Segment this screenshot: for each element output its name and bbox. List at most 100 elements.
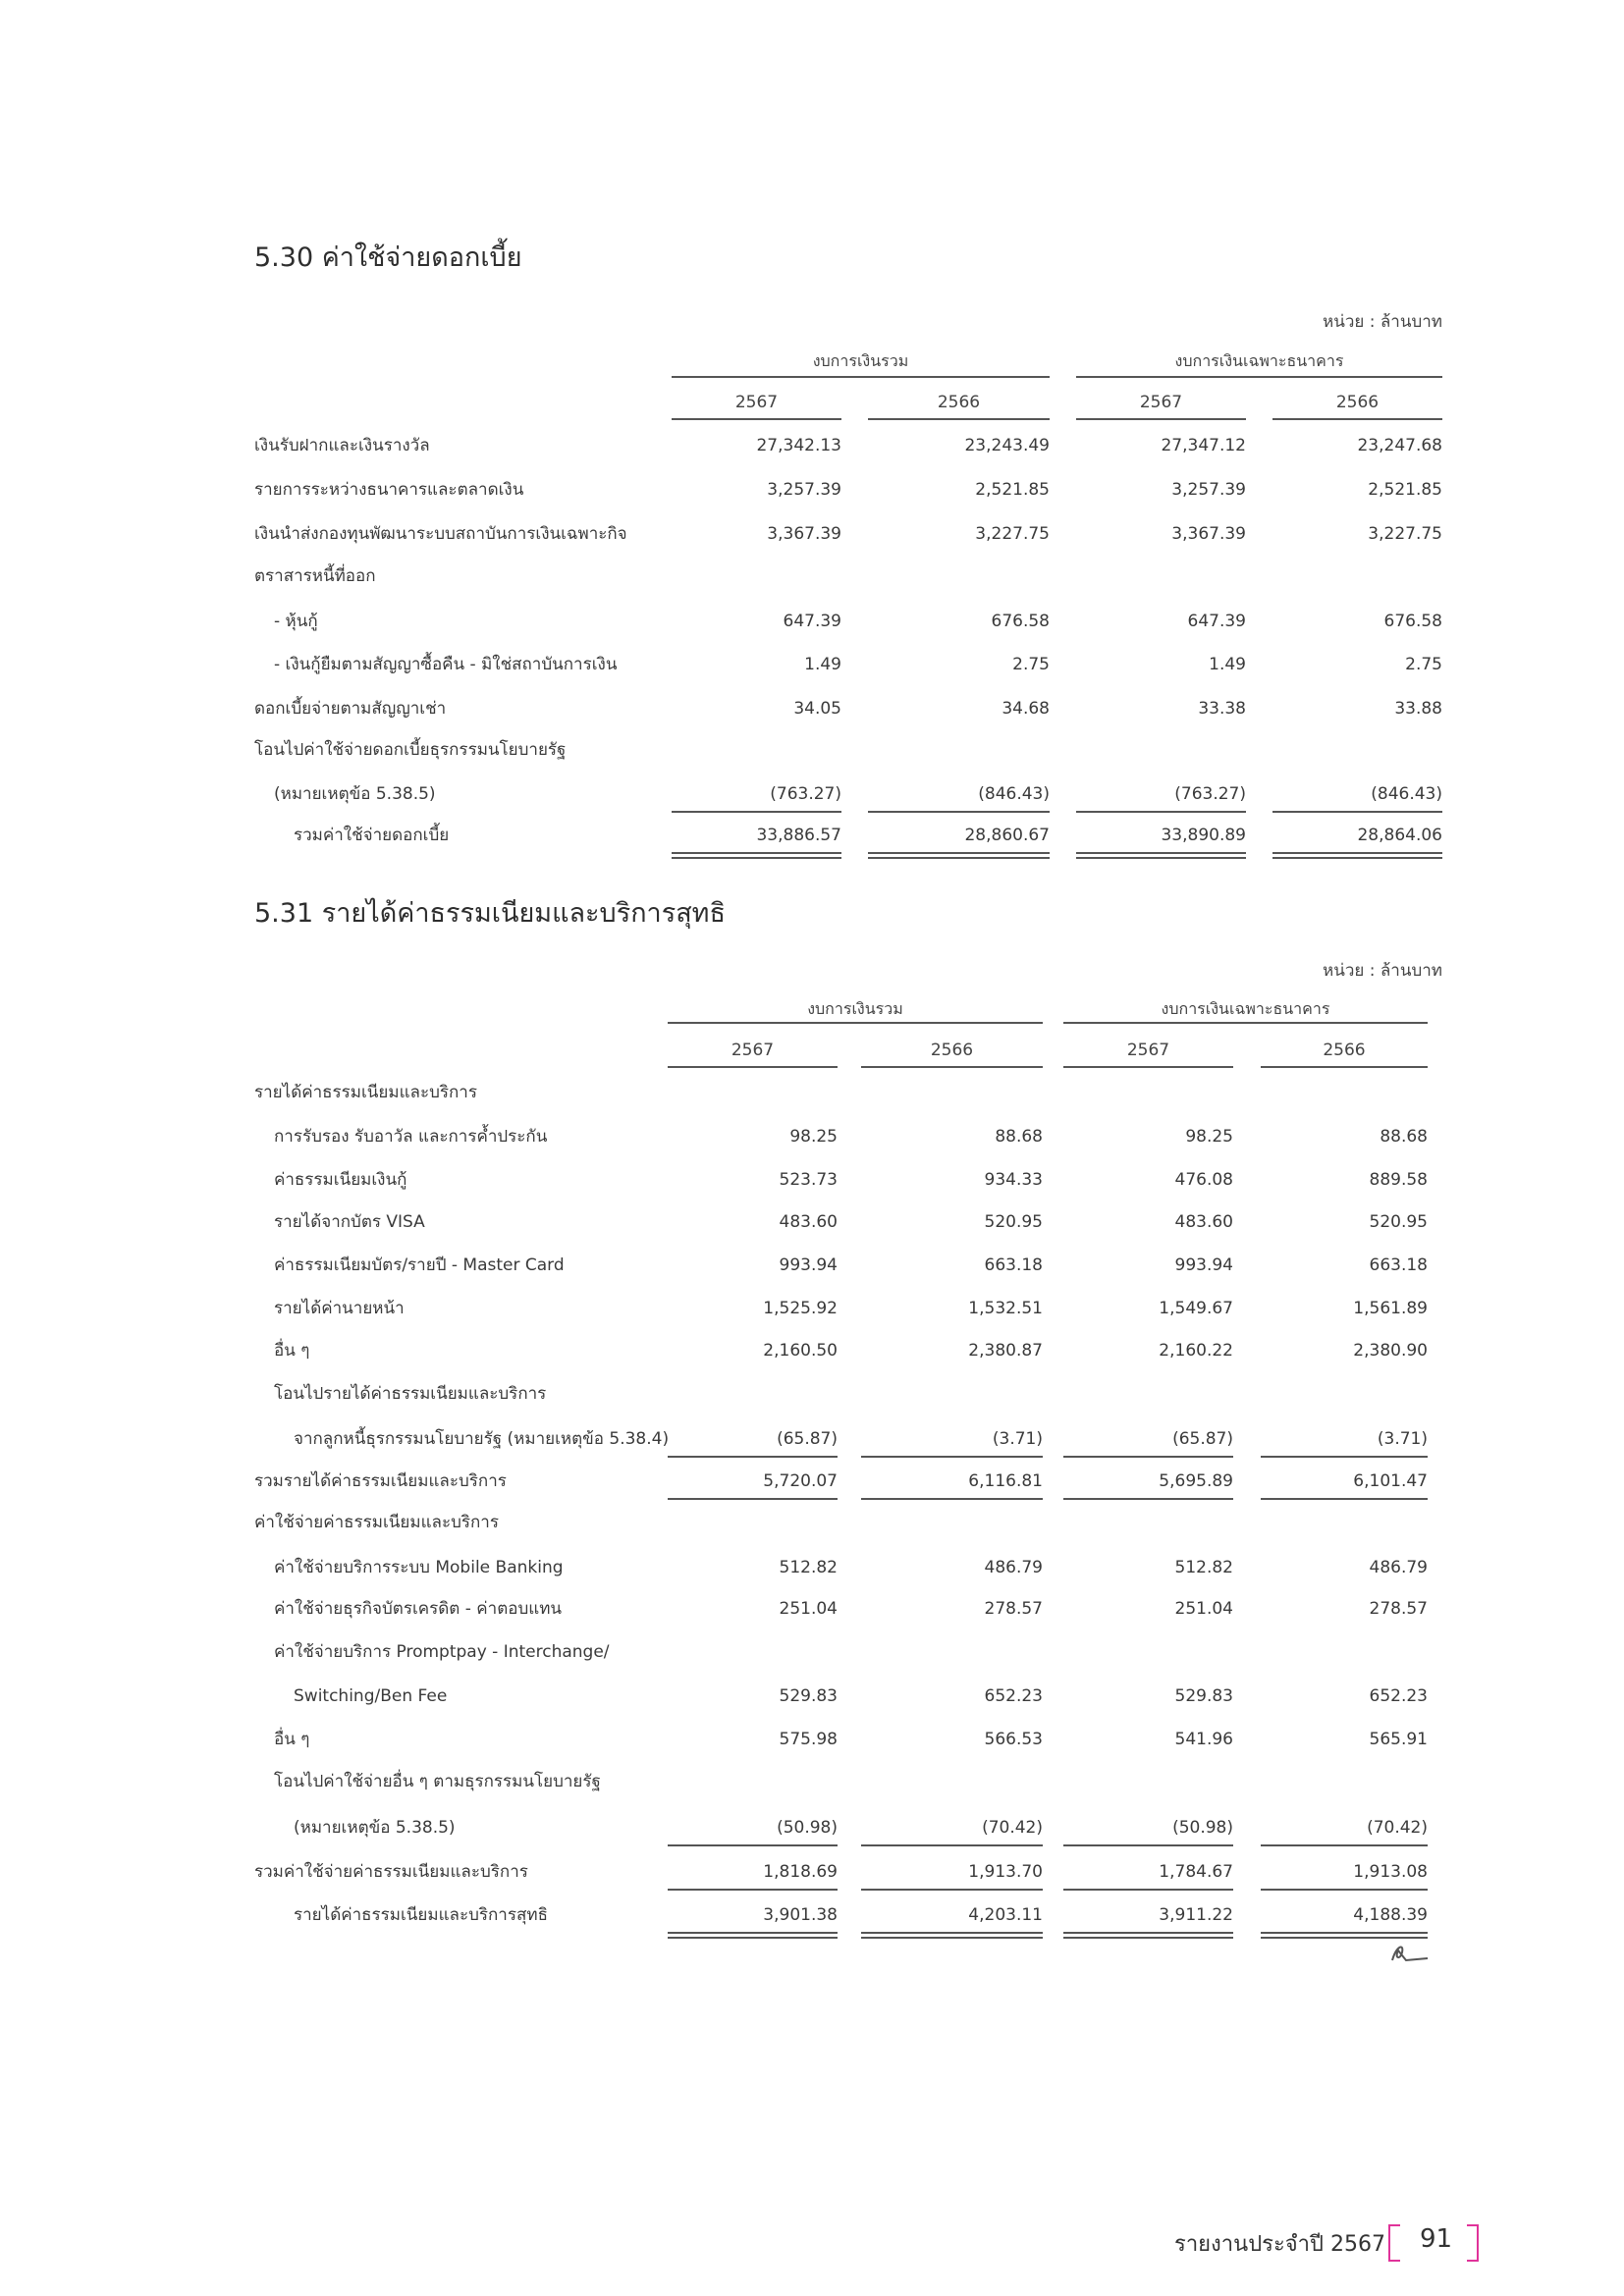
subtotal-rule xyxy=(1063,1889,1233,1891)
row-label: เงินรับฝากและเงินรางวัล xyxy=(254,436,430,455)
row-label: รวมค่าใช้จ่ายดอกเบี้ย xyxy=(294,826,450,845)
page-number: 91 xyxy=(1420,2224,1453,2254)
year-header: 2566 xyxy=(1335,393,1380,412)
row-value: 33,890.89 xyxy=(1161,826,1246,845)
left-bracket-decoration xyxy=(1388,2224,1400,2262)
group-header-rule xyxy=(1076,376,1442,378)
row-value: 278.57 xyxy=(1369,1599,1428,1619)
row-label: จากลูกหนี้ธุรกรรมนโยบายรัฐ (หมายเหตุข้อ … xyxy=(294,1429,670,1449)
row-value: 652.23 xyxy=(1369,1686,1428,1706)
year-header: 2567 xyxy=(734,393,779,412)
section-title: 5.31 รายได้ค่าธรรมเนียมและบริการสุทธิ xyxy=(254,898,726,929)
year-header: 2566 xyxy=(930,1041,974,1060)
row-label: การรับรอง รับอาวัล และการค้ำประกัน xyxy=(274,1127,548,1147)
row-value: 2,380.87 xyxy=(968,1341,1043,1361)
row-label: โอนไปรายได้ค่าธรรมเนียมและบริการ xyxy=(274,1384,547,1404)
total-double-rule xyxy=(1063,1932,1233,1939)
total-double-rule xyxy=(1261,1932,1428,1939)
row-label: ค่าใช้จ่ายบริการ Promptpay - Interchange… xyxy=(274,1642,610,1662)
row-value: 3,257.39 xyxy=(767,480,841,500)
row-value: 934.33 xyxy=(984,1170,1043,1190)
row-value: 3,257.39 xyxy=(1171,480,1246,500)
year-header-rule xyxy=(1076,418,1246,420)
row-value: 647.39 xyxy=(783,612,841,631)
subtotal-rule xyxy=(1261,1456,1428,1458)
year-header-rule xyxy=(1063,1066,1233,1068)
right-bracket-decoration xyxy=(1467,2224,1479,2262)
row-value: 34.05 xyxy=(793,699,841,719)
row-value: 1,784.67 xyxy=(1159,1862,1233,1882)
year-header: 2567 xyxy=(1139,393,1183,412)
row-value: 3,911.22 xyxy=(1159,1905,1233,1925)
subtotal-rule xyxy=(868,811,1050,813)
year-header-rule xyxy=(672,418,841,420)
row-value: 520.95 xyxy=(1369,1212,1428,1232)
subtotal-rule xyxy=(861,1498,1043,1500)
total-double-rule xyxy=(861,1932,1043,1939)
row-value: (50.98) xyxy=(777,1818,838,1838)
row-value: (3.71) xyxy=(1377,1429,1428,1449)
row-value: 98.25 xyxy=(1185,1127,1233,1147)
row-label: - หุ้นกู้ xyxy=(274,612,318,631)
group-header-rule xyxy=(668,1022,1043,1024)
row-value: 483.60 xyxy=(779,1212,838,1232)
subtotal-rule xyxy=(668,1498,838,1500)
row-value: 6,116.81 xyxy=(968,1471,1043,1491)
column-group-header: งบการเงินเฉพาะธนาคาร xyxy=(1161,999,1330,1018)
row-value: 3,227.75 xyxy=(975,524,1050,544)
row-value: 34.68 xyxy=(1001,699,1050,719)
row-value: 2.75 xyxy=(1012,655,1050,674)
row-label: (หมายเหตุข้อ 5.38.5) xyxy=(294,1818,456,1838)
row-value: 5,695.89 xyxy=(1159,1471,1233,1491)
subtotal-rule xyxy=(861,1456,1043,1458)
row-label: รวมรายได้ค่าธรรมเนียมและบริการ xyxy=(254,1471,507,1491)
subtotal-rule xyxy=(1063,1456,1233,1458)
row-value: 647.39 xyxy=(1187,612,1246,631)
row-value: (846.43) xyxy=(978,784,1050,804)
total-double-rule xyxy=(868,852,1050,859)
row-value: 2,380.90 xyxy=(1353,1341,1428,1361)
row-value: 251.04 xyxy=(779,1599,838,1619)
row-label: รายได้จากบัตร VISA xyxy=(274,1212,425,1232)
row-label: - เงินกู้ยืมตามสัญญาซื้อคืน - มิใช่สถาบั… xyxy=(274,655,618,674)
row-value: 483.60 xyxy=(1174,1212,1233,1232)
total-double-rule xyxy=(1272,852,1442,859)
row-value: (65.87) xyxy=(1172,1429,1233,1449)
row-value: 486.79 xyxy=(984,1558,1043,1577)
row-value: 3,227.75 xyxy=(1368,524,1442,544)
row-label: โอนไปค่าใช้จ่ายอื่น ๆ ตามธุรกรรมนโยบายรั… xyxy=(274,1772,601,1791)
row-value: 33.38 xyxy=(1198,699,1246,719)
year-header-rule xyxy=(861,1066,1043,1068)
row-value: (3.71) xyxy=(992,1429,1043,1449)
row-value: 28,864.06 xyxy=(1357,826,1442,845)
row-value: 2,521.85 xyxy=(975,480,1050,500)
row-value: 278.57 xyxy=(984,1599,1043,1619)
row-value: 575.98 xyxy=(779,1730,838,1749)
year-header: 2567 xyxy=(731,1041,775,1060)
row-value: 23,247.68 xyxy=(1357,436,1442,455)
row-value: 3,901.38 xyxy=(763,1905,838,1925)
subtotal-rule xyxy=(668,1844,838,1846)
row-label: ค่าใช้จ่ายธุรกิจบัตรเครดิต - ค่าตอบแทน xyxy=(274,1599,563,1619)
column-group-header: งบการเงินเฉพาะธนาคาร xyxy=(1174,351,1344,370)
row-value: (846.43) xyxy=(1371,784,1442,804)
row-value: 2.75 xyxy=(1405,655,1442,674)
year-header: 2567 xyxy=(1126,1041,1170,1060)
row-value: 1,913.70 xyxy=(968,1862,1043,1882)
row-value: 98.25 xyxy=(789,1127,838,1147)
footer-report-label: รายงานประจำปี 2567 xyxy=(1174,2232,1385,2257)
row-value: 3,367.39 xyxy=(1171,524,1246,544)
row-value: 565.91 xyxy=(1369,1730,1428,1749)
row-value: 27,347.12 xyxy=(1161,436,1246,455)
row-label: รวมค่าใช้จ่ายค่าธรรมเนียมและบริการ xyxy=(254,1862,528,1882)
row-value: 663.18 xyxy=(984,1255,1043,1275)
subtotal-rule xyxy=(1076,811,1246,813)
row-value: 512.82 xyxy=(779,1558,838,1577)
column-group-header: งบการเงินรวม xyxy=(807,999,903,1018)
row-value: 1.49 xyxy=(804,655,841,674)
row-label: ดอกเบี้ยจ่ายตามสัญญาเช่า xyxy=(254,699,447,719)
row-value: 1.49 xyxy=(1209,655,1246,674)
row-value: 676.58 xyxy=(991,612,1050,631)
row-value: 6,101.47 xyxy=(1353,1471,1428,1491)
row-value: (50.98) xyxy=(1172,1818,1233,1838)
